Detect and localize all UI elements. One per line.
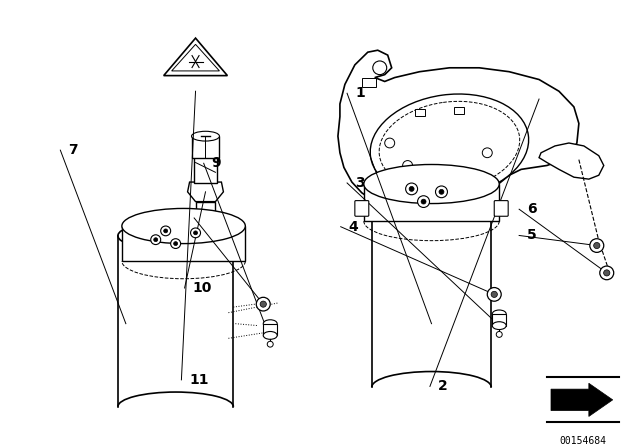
Circle shape: [154, 238, 157, 241]
Circle shape: [164, 229, 168, 233]
Circle shape: [483, 148, 492, 158]
Polygon shape: [539, 143, 604, 179]
Bar: [415, 109, 424, 116]
Circle shape: [421, 199, 426, 204]
Circle shape: [435, 186, 447, 198]
Circle shape: [496, 332, 502, 337]
Circle shape: [260, 301, 266, 307]
Bar: [362, 78, 376, 87]
Ellipse shape: [122, 208, 245, 244]
Circle shape: [256, 297, 270, 311]
Ellipse shape: [263, 332, 277, 339]
Bar: [454, 107, 465, 114]
Text: 9: 9: [212, 156, 221, 170]
FancyBboxPatch shape: [494, 201, 508, 216]
Bar: [193, 156, 218, 183]
Ellipse shape: [370, 94, 529, 198]
Text: 6: 6: [527, 202, 537, 216]
Polygon shape: [164, 38, 227, 76]
Bar: [492, 314, 506, 326]
Circle shape: [406, 183, 417, 195]
Ellipse shape: [492, 310, 506, 318]
Circle shape: [171, 239, 180, 249]
Text: 00154684: 00154684: [559, 436, 606, 446]
Polygon shape: [338, 50, 579, 211]
Circle shape: [191, 228, 200, 238]
Polygon shape: [122, 226, 245, 261]
Polygon shape: [551, 383, 612, 417]
Ellipse shape: [191, 131, 220, 141]
Polygon shape: [118, 236, 234, 407]
Circle shape: [409, 186, 414, 191]
Text: 7: 7: [68, 143, 78, 157]
Circle shape: [439, 190, 444, 194]
Circle shape: [594, 242, 600, 249]
Circle shape: [487, 288, 501, 301]
Circle shape: [403, 160, 413, 170]
Text: 2: 2: [438, 379, 447, 393]
Text: 1: 1: [355, 86, 365, 100]
Polygon shape: [372, 192, 492, 387]
Circle shape: [590, 239, 604, 252]
Circle shape: [372, 61, 387, 75]
Circle shape: [417, 196, 429, 207]
Text: 11: 11: [189, 373, 209, 387]
Circle shape: [193, 231, 198, 235]
FancyBboxPatch shape: [355, 201, 369, 216]
Circle shape: [151, 235, 161, 245]
Circle shape: [161, 226, 171, 236]
Bar: [191, 136, 220, 158]
Circle shape: [604, 270, 610, 276]
Circle shape: [173, 241, 178, 246]
Text: 8: 8: [202, 211, 212, 225]
Text: 4: 4: [349, 220, 358, 234]
Ellipse shape: [196, 215, 216, 223]
Text: 5: 5: [527, 228, 537, 242]
Bar: [263, 323, 277, 336]
Circle shape: [268, 341, 273, 347]
Text: 10: 10: [193, 281, 212, 295]
Ellipse shape: [118, 221, 234, 250]
Circle shape: [491, 291, 497, 297]
Circle shape: [600, 266, 614, 280]
Text: 3: 3: [355, 176, 365, 190]
Ellipse shape: [364, 164, 499, 203]
Ellipse shape: [372, 176, 492, 207]
Ellipse shape: [263, 320, 277, 327]
Polygon shape: [364, 184, 499, 221]
Circle shape: [385, 138, 395, 148]
Ellipse shape: [492, 322, 506, 330]
Polygon shape: [188, 182, 223, 202]
Bar: [196, 202, 216, 219]
